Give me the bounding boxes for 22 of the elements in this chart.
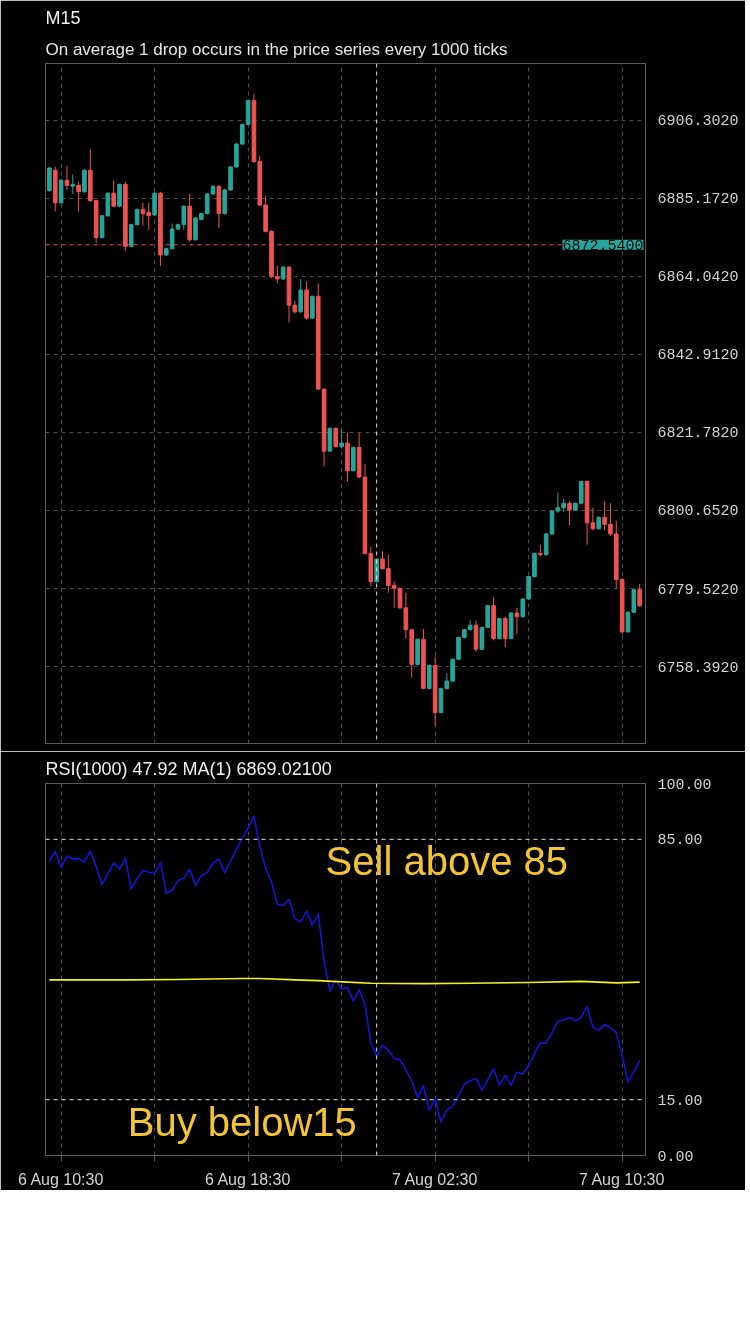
annotation: Buy below15 <box>127 1099 357 1144</box>
y-tick-label: 6800.6520 <box>657 503 739 521</box>
x-tick-label: 7 Aug 10:30 <box>578 1170 665 1188</box>
y-tick-label: 0.00 <box>657 1148 694 1166</box>
y-tick-label: 6758.3920 <box>657 659 739 677</box>
y-tick-label: 6864.0420 <box>657 269 739 287</box>
x-tick-label: 6 Aug 18:30 <box>204 1170 291 1188</box>
chart-title: RSI(1000) 47.92 MA(1) 6869.02100 <box>45 758 332 779</box>
y-tick-label: 6885.1720 <box>657 191 739 209</box>
x-tick-label: 6 Aug 10:30 <box>17 1170 104 1188</box>
chart-subtitle: On average 1 drop occurs in the price series every 1000 ticks <box>45 39 508 59</box>
y-tick-label: 6906.3020 <box>657 113 739 131</box>
y-tick-label: 6821.7820 <box>657 425 739 443</box>
chart-title: M15 <box>45 7 81 28</box>
y-tick-label: 6842.9120 <box>657 347 739 365</box>
y-tick-label: 6779.5220 <box>657 581 739 599</box>
annotation: Sell above 85 <box>325 839 568 884</box>
y-tick-label: 85.00 <box>657 832 703 850</box>
x-tick-label: 7 Aug 02:30 <box>391 1170 478 1188</box>
y-tick-label: 15.00 <box>657 1092 703 1110</box>
y-tick-label: 100.00 <box>657 776 712 794</box>
ref-line-label: 6872.5400 <box>562 237 644 255</box>
